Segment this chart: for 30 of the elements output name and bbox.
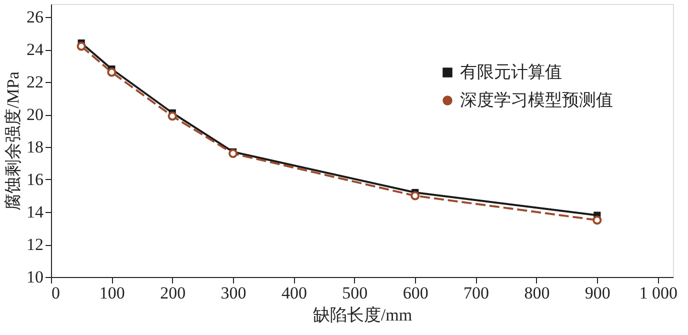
y-tick-label: 24 bbox=[26, 40, 44, 59]
y-tick-label: 20 bbox=[26, 105, 44, 124]
x-tick-label: 800 bbox=[524, 284, 550, 302]
x-tick-label: 400 bbox=[281, 284, 307, 302]
legend-label: 深度学习模型预测值 bbox=[460, 90, 613, 110]
y-tick-label: 16 bbox=[26, 170, 44, 189]
y-tick-label: 18 bbox=[26, 138, 44, 156]
x-tick-label: 300 bbox=[220, 284, 246, 302]
point bbox=[107, 68, 116, 77]
point bbox=[410, 191, 420, 200]
x-tick-label: 600 bbox=[402, 284, 428, 302]
point bbox=[76, 42, 86, 51]
point bbox=[592, 216, 602, 225]
y-tick-label: 14 bbox=[26, 202, 44, 222]
y-tick-label: 22 bbox=[26, 72, 44, 92]
y-axis-title: 腐蚀剩余强度/MPa bbox=[4, 71, 22, 210]
x-tick-label: 900 bbox=[584, 284, 610, 302]
x-tick-label: 200 bbox=[160, 284, 186, 302]
y-tick-label: 12 bbox=[26, 235, 44, 254]
point bbox=[228, 148, 238, 158]
x-tick-label: 500 bbox=[342, 284, 368, 302]
point bbox=[168, 112, 177, 121]
y-tick-label: 10 bbox=[26, 268, 44, 286]
legend-label: 有限元计算值 bbox=[460, 62, 562, 82]
x-tick-label: 700 bbox=[464, 284, 490, 302]
y-tick-label: 26 bbox=[26, 8, 44, 26]
x-tick-label: 0 bbox=[52, 284, 60, 302]
x-tick-label: 1 000 bbox=[639, 284, 678, 302]
x-axis-title: 缺陷长度/mm bbox=[312, 306, 412, 324]
x-tick-label: 100 bbox=[99, 284, 125, 302]
